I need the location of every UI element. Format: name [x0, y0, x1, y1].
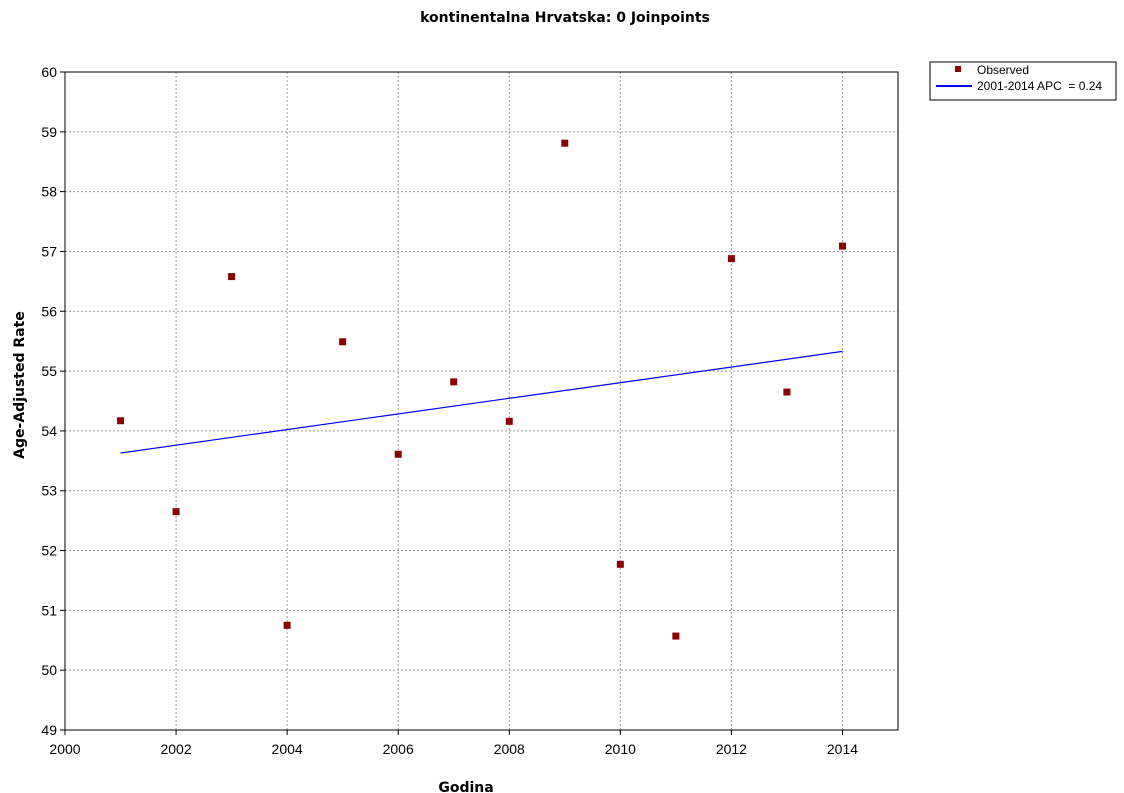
x-axis-title: Godina: [438, 780, 493, 793]
y-tick-label: 57: [41, 243, 57, 259]
observed-point: [450, 378, 458, 386]
y-tick-label: 50: [41, 662, 57, 678]
observed-point: [727, 255, 735, 263]
y-axis-title: Age-Adjusted Rate: [12, 311, 28, 459]
y-tick-label: 55: [41, 363, 57, 379]
y-tick-label: 56: [41, 303, 57, 319]
legend-label-apc: 2001-2014 APC = 0.24: [977, 79, 1102, 93]
legend-marker-observed: [955, 66, 961, 72]
y-tick-label: 58: [41, 184, 57, 200]
plot-area: [64, 71, 899, 731]
observed-point: [783, 388, 791, 396]
x-tick-label: 2000: [49, 741, 80, 757]
x-tick-label: 2010: [605, 741, 636, 757]
x-tick-label: 2004: [272, 741, 303, 757]
legend-label-observed: Observed: [977, 63, 1029, 77]
y-tick-label: 53: [41, 483, 57, 499]
chart-title: kontinentalna Hrvatska: 0 Joinpoints: [420, 10, 710, 26]
y-tick-label: 54: [41, 423, 57, 439]
observed-point: [838, 242, 846, 250]
grid: [65, 72, 898, 730]
x-tick-label: 2002: [160, 741, 191, 757]
x-tick-label: 2014: [827, 741, 858, 757]
observed-point: [394, 450, 402, 458]
y-tick-label: 59: [41, 124, 57, 140]
observed-point: [228, 273, 236, 281]
observed-point: [117, 417, 125, 425]
x-tick-label: 2012: [716, 741, 747, 757]
observed-point: [339, 338, 347, 346]
axis-ticks: 2000 2002 2004 2006 2008 2010 2012 2014 49 50 51 52…: [41, 64, 858, 757]
trend-line: [120, 350, 843, 454]
observed-point: [616, 560, 624, 568]
y-tick-label: 52: [41, 543, 57, 559]
y-tick-label: 49: [41, 722, 57, 738]
x-tick-label: 2006: [383, 741, 414, 757]
observed-point: [172, 508, 180, 516]
observed-point: [505, 417, 513, 425]
x-tick-label: 2008: [494, 741, 525, 757]
observed-point: [283, 621, 291, 629]
y-tick-label: 51: [41, 602, 57, 618]
legend: Observed 2001-2014 APC = 0.24: [929, 61, 1117, 101]
series: [117, 139, 846, 640]
observed-point: [561, 139, 569, 147]
y-tick-label: 60: [41, 64, 57, 80]
observed-point: [672, 632, 680, 640]
